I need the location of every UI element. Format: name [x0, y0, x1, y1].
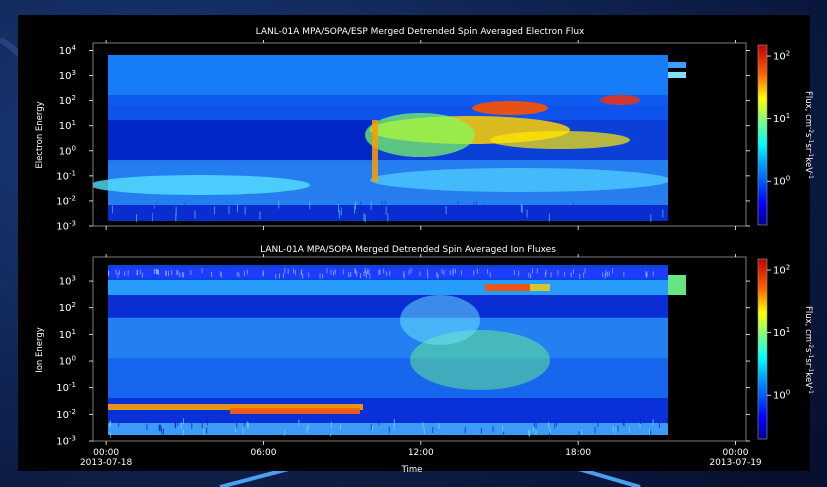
- y-tick-label: 102: [59, 301, 76, 314]
- electron-x-ticks: [105, 40, 736, 230]
- y-tick-label: 100: [59, 144, 76, 157]
- y-tick-label: 10-1: [56, 169, 76, 182]
- electron-chart-title: LANL-01A MPA/SOPA/ESP Merged Detrended S…: [256, 27, 585, 37]
- x-tick-date: 2013-07-18: [80, 458, 133, 468]
- colorbar-tick-label: 101: [773, 326, 790, 339]
- x-tick-label: 06:00: [250, 448, 276, 458]
- y-tick-label: 10-2: [56, 408, 76, 421]
- ion-plot-frame: [92, 256, 747, 442]
- electron-spectrogram: [93, 55, 713, 223]
- electron-colorbar-ticks: 100 101 102: [767, 50, 790, 188]
- electron-y-axis-label: Electron Energy: [35, 101, 45, 168]
- electron-flux-panel: LANL-01A MPA/SOPA/ESP Merged Detrended S…: [35, 27, 814, 233]
- y-tick-label: 101: [59, 119, 76, 132]
- electron-colorbar-label: Flux, cm-2s-1sr-1keV-1: [803, 91, 814, 179]
- x-tick-label: 18:00: [565, 448, 591, 458]
- ion-flux-panel: LANL-01A MPA/SOPA Merged Detrended Spin …: [35, 245, 814, 475]
- y-tick-label: 10-2: [56, 194, 76, 207]
- electron-colorbar-frame: [757, 44, 768, 226]
- y-tick-label: 103: [59, 275, 76, 288]
- y-tick-label: 104: [59, 44, 77, 57]
- y-tick-label: 10-3: [56, 220, 76, 233]
- ion-x-axis-label: Time: [401, 465, 423, 475]
- ion-colorbar-ticks: 100 101 102: [767, 264, 790, 402]
- x-tick-label: 00:00: [93, 448, 119, 458]
- colorbar-tick-label: 100: [773, 175, 790, 188]
- ion-colorbar-frame: [757, 258, 768, 440]
- y-tick-label: 103: [59, 69, 76, 82]
- ion-y-axis: 103 102 101 100 10-1 10-2 10-3: [56, 275, 750, 448]
- electron-colorbar: [758, 45, 767, 225]
- colorbar-tick-label: 101: [773, 112, 790, 125]
- ion-colorbar-label: Flux, cm-2s-1sr-1keV-1: [803, 306, 814, 394]
- y-tick-label: 10-3: [56, 435, 76, 448]
- x-tick-date: 2013-07-19: [709, 458, 762, 468]
- colorbar-tick-label: 102: [773, 50, 790, 63]
- electron-plot-frame: [92, 42, 747, 227]
- y-tick-label: 100: [59, 355, 76, 368]
- electron-y-axis: 104 103 102 101 100 10-1 10-2 10-3: [56, 44, 750, 233]
- colorbar-tick-label: 100: [773, 389, 790, 402]
- ion-y-axis-label: Ion Energy: [35, 327, 45, 373]
- y-tick-label: 102: [59, 94, 76, 107]
- ion-chart-title: LANL-01A MPA/SOPA Merged Detrended Spin …: [260, 245, 556, 255]
- x-tick-label: 00:00: [723, 448, 749, 458]
- colorbar-tick-label: 102: [773, 264, 790, 277]
- y-tick-label: 10-1: [56, 381, 76, 394]
- x-tick-label: 12:00: [408, 448, 434, 458]
- y-tick-label: 101: [59, 328, 76, 341]
- ion-spectrogram: [108, 265, 713, 438]
- ion-colorbar: [758, 259, 767, 439]
